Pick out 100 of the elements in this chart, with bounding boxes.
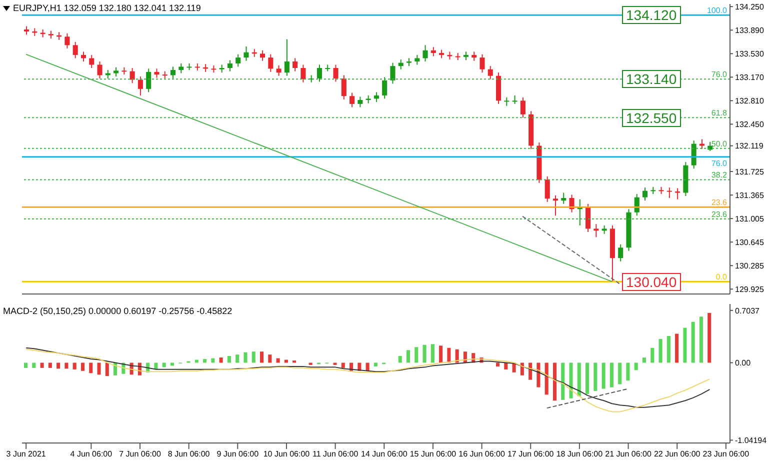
bar <box>708 312 712 363</box>
x-tick-label: 11 Jun 06:00 <box>312 450 359 459</box>
candlestick <box>276 64 282 76</box>
candlestick <box>244 46 249 62</box>
x-tick-label: 9 Jun 06:00 <box>216 450 260 459</box>
candlestick <box>618 244 624 262</box>
bar <box>244 352 248 363</box>
x-tick-label: 7 Jun 06:00 <box>119 450 162 459</box>
bar <box>72 362 76 370</box>
y-tick-label: 0.00 <box>735 358 752 368</box>
bar <box>284 360 288 363</box>
x-tick-label: 10 Jun 06:00 <box>263 450 310 459</box>
bar <box>227 356 231 363</box>
ref-line-label: 133.140 <box>622 70 681 88</box>
ref-line-label: 132.550 <box>622 108 681 127</box>
bar <box>447 348 451 363</box>
candlestick <box>586 203 591 232</box>
candlestick <box>430 46 436 57</box>
candlestick <box>414 54 420 66</box>
bar <box>97 362 101 375</box>
x-tick-label: 22 Jun 06:00 <box>654 450 701 459</box>
candlestick <box>472 51 477 62</box>
bar <box>666 336 670 363</box>
annotation: 100.0 <box>706 6 728 16</box>
bar <box>268 354 272 363</box>
x-tick-label: 15 Jun 06:00 <box>410 450 457 459</box>
bar <box>341 362 345 368</box>
bar <box>32 362 36 368</box>
bar <box>374 362 378 366</box>
y-tick-label: 133.890 <box>735 26 764 35</box>
candlestick <box>292 58 298 72</box>
candlestick <box>382 76 388 100</box>
candlestick <box>170 66 176 79</box>
y-tick-label: 131.725 <box>735 167 764 176</box>
bar <box>422 344 426 363</box>
candlestick <box>227 60 232 72</box>
candlestick <box>488 66 493 80</box>
candlestick <box>341 74 346 100</box>
bar <box>552 362 556 401</box>
bar <box>577 362 581 396</box>
bar <box>105 362 109 376</box>
candlestick <box>422 44 428 62</box>
y-tick-label: 0.7037 <box>735 306 760 316</box>
annotation: 23.6 <box>711 198 728 208</box>
y-tick-label: 129.925 <box>735 284 764 294</box>
y-tick-label: 132.119 <box>735 142 764 151</box>
bar <box>80 362 84 371</box>
candlestick <box>333 64 338 82</box>
x-tick-label: 3 Jun 2021 <box>6 450 46 459</box>
y-tick-label: 132.450 <box>735 120 764 130</box>
bar <box>602 362 606 389</box>
candlestick <box>80 51 86 62</box>
x-tick-label: 17 Jun 06:00 <box>507 450 554 459</box>
candlestick <box>520 96 526 118</box>
x-tick-label: 4 Jun 06:00 <box>70 450 113 459</box>
candlestick <box>72 41 78 59</box>
candlestick <box>552 194 558 216</box>
candlestick <box>325 64 330 72</box>
candlestick <box>675 188 680 200</box>
y-tick-label: -1.04194 <box>735 436 768 446</box>
annotation: 76.0 <box>711 158 728 168</box>
candlestick <box>64 32 70 49</box>
x-tick-label: 16 Jun 06:00 <box>458 450 506 459</box>
candlestick <box>594 224 599 238</box>
bar <box>561 362 565 400</box>
bar <box>675 334 679 363</box>
bar <box>40 362 44 368</box>
bar <box>203 359 207 363</box>
candlestick <box>480 54 485 74</box>
bar <box>219 358 223 363</box>
annotation: 61.8 <box>711 108 728 118</box>
candlestick <box>284 38 290 76</box>
y-tick-label: 130.285 <box>735 261 764 270</box>
bar <box>610 362 614 388</box>
y-tick-label: 130.645 <box>735 238 764 247</box>
bar <box>658 338 662 363</box>
bar <box>594 362 598 391</box>
y-tick-label: 134.250 <box>735 2 764 12</box>
ref-line-label: 130.040 <box>622 272 681 291</box>
candlestick <box>154 68 160 78</box>
candlestick <box>561 192 566 204</box>
candlestick <box>316 64 322 82</box>
candlestick <box>544 176 550 202</box>
bar <box>170 362 174 366</box>
x-tick-label: 18 Jun 06:00 <box>556 450 604 459</box>
candlestick <box>358 96 363 108</box>
bar <box>650 348 654 363</box>
candlestick <box>236 54 241 68</box>
bar <box>699 316 703 363</box>
bar <box>64 362 68 369</box>
bar <box>504 362 508 370</box>
chart-title: MACD-2 (50,150,25) 0.00000 0.60197 -0.25756 -0.45822 <box>3 306 232 316</box>
candlestick <box>666 187 672 198</box>
bar <box>56 362 60 369</box>
bar <box>683 328 687 363</box>
bar <box>414 347 418 363</box>
bar <box>634 362 638 370</box>
candlestick <box>390 62 396 84</box>
x-tick-label: 14 Jun 06:00 <box>361 450 408 459</box>
candlestick <box>350 92 355 108</box>
